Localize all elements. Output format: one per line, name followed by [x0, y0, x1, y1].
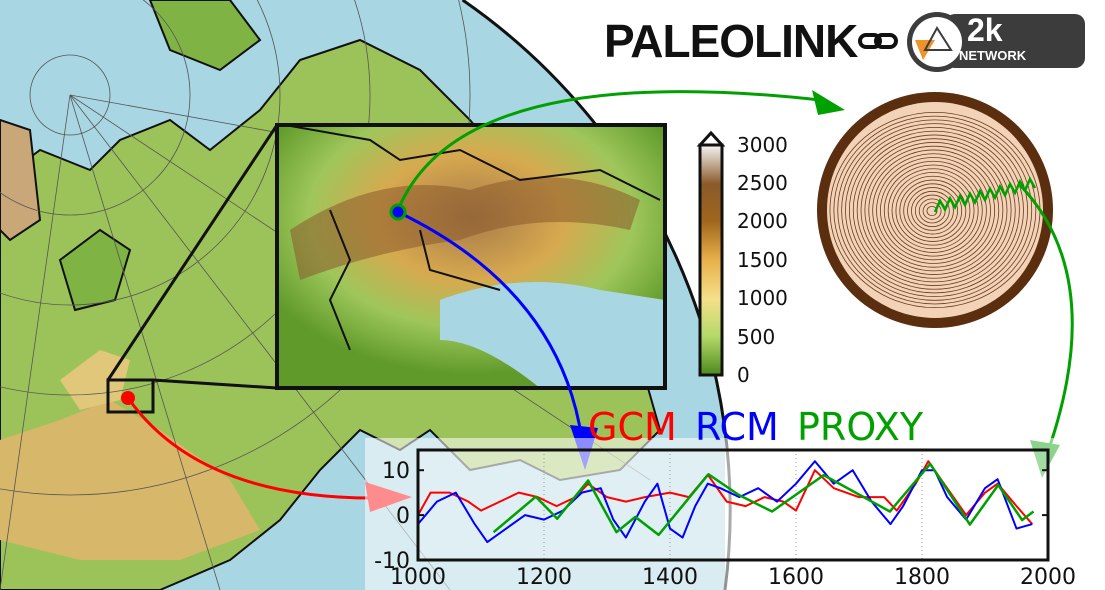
- region-highlight-box: [106, 378, 155, 414]
- y-tick-label: 10: [382, 459, 410, 484]
- growth-ring: [837, 119, 1033, 301]
- x-tick-label: 1200: [516, 565, 572, 590]
- growth-ring: [833, 115, 1037, 305]
- timeseries-chart: 1000 1200 1400 1600 1800 2000 10 0 -10: [365, 438, 1105, 590]
- colorbar-tick: 2000: [737, 209, 788, 233]
- y-tick-label: 0: [396, 504, 410, 529]
- plot-frame: [416, 448, 1050, 562]
- growth-ring: [852, 134, 1016, 286]
- x-tick-label: 1800: [894, 565, 950, 590]
- growth-ring: [922, 202, 942, 220]
- growth-ring: [895, 175, 971, 246]
- 2k-network-logo: 2k NETWORK: [905, 10, 1085, 72]
- series-line-rcm: [417, 460, 1033, 544]
- rcm-arrow: [397, 210, 584, 441]
- paleo-emblem-icon: [907, 12, 967, 72]
- growth-ring: [926, 205, 938, 217]
- growth-ring: [860, 142, 1008, 279]
- growth-ring: [914, 194, 950, 228]
- zoom-connector-line: [106, 124, 279, 381]
- colorbar-tick: 500: [737, 325, 776, 349]
- growth-ring: [872, 153, 996, 268]
- colorbar-tick: 2500: [737, 171, 788, 195]
- x-tick-label: 2000: [1020, 565, 1076, 590]
- proxy-arrow-to-chart: [1018, 183, 1074, 461]
- zoom-connector-line: [152, 378, 278, 390]
- arrowhead-icon: [812, 90, 845, 115]
- series-line-proxy: [492, 462, 1035, 537]
- x-tick-label: 1000: [390, 565, 446, 590]
- colorbar-tick: 3000: [737, 133, 788, 157]
- growth-ring: [880, 160, 987, 261]
- growth-ring: [887, 168, 979, 253]
- y-tick-label: -10: [374, 549, 410, 574]
- growth-ring: [856, 138, 1012, 283]
- site-marker: [389, 203, 407, 221]
- growth-ring: [891, 172, 975, 250]
- growth-ring: [911, 190, 954, 231]
- growth-ring: [883, 164, 983, 257]
- logo-number: 2k: [967, 12, 1003, 48]
- proxy-sample-track: [933, 176, 1037, 213]
- x-tick-label: 1400: [642, 565, 698, 590]
- colorbar-tick: 1000: [737, 286, 788, 310]
- growth-ring: [907, 187, 958, 235]
- paleolink-title: PALEOLINK: [604, 15, 858, 67]
- tree-ring-cross-section: [817, 92, 1053, 328]
- x-tick-label: 1600: [768, 565, 824, 590]
- gcm-arrow: [126, 397, 381, 500]
- growth-ring: [864, 145, 1004, 275]
- growth-ring: [845, 127, 1024, 294]
- proxy-arrow-to-tree: [396, 90, 821, 211]
- elevation-colorbar: [696, 130, 726, 377]
- legend-gcm: GCM: [588, 405, 677, 449]
- growth-ring: [903, 183, 963, 239]
- gcm-site-marker: [121, 391, 135, 405]
- growth-ring: [848, 130, 1020, 290]
- colorbar-tick: 0: [737, 363, 750, 387]
- growth-ring: [876, 157, 991, 264]
- growth-ring: [868, 149, 1000, 272]
- logo-word: NETWORK: [959, 48, 1027, 63]
- chain-link-icon: [858, 33, 898, 49]
- colorbar-tick: 1500: [737, 248, 788, 272]
- growth-ring: [899, 179, 967, 242]
- growth-ring: [841, 123, 1029, 298]
- legend-proxy: PROXY: [797, 405, 924, 449]
- legend-rcm: RCM: [695, 405, 779, 449]
